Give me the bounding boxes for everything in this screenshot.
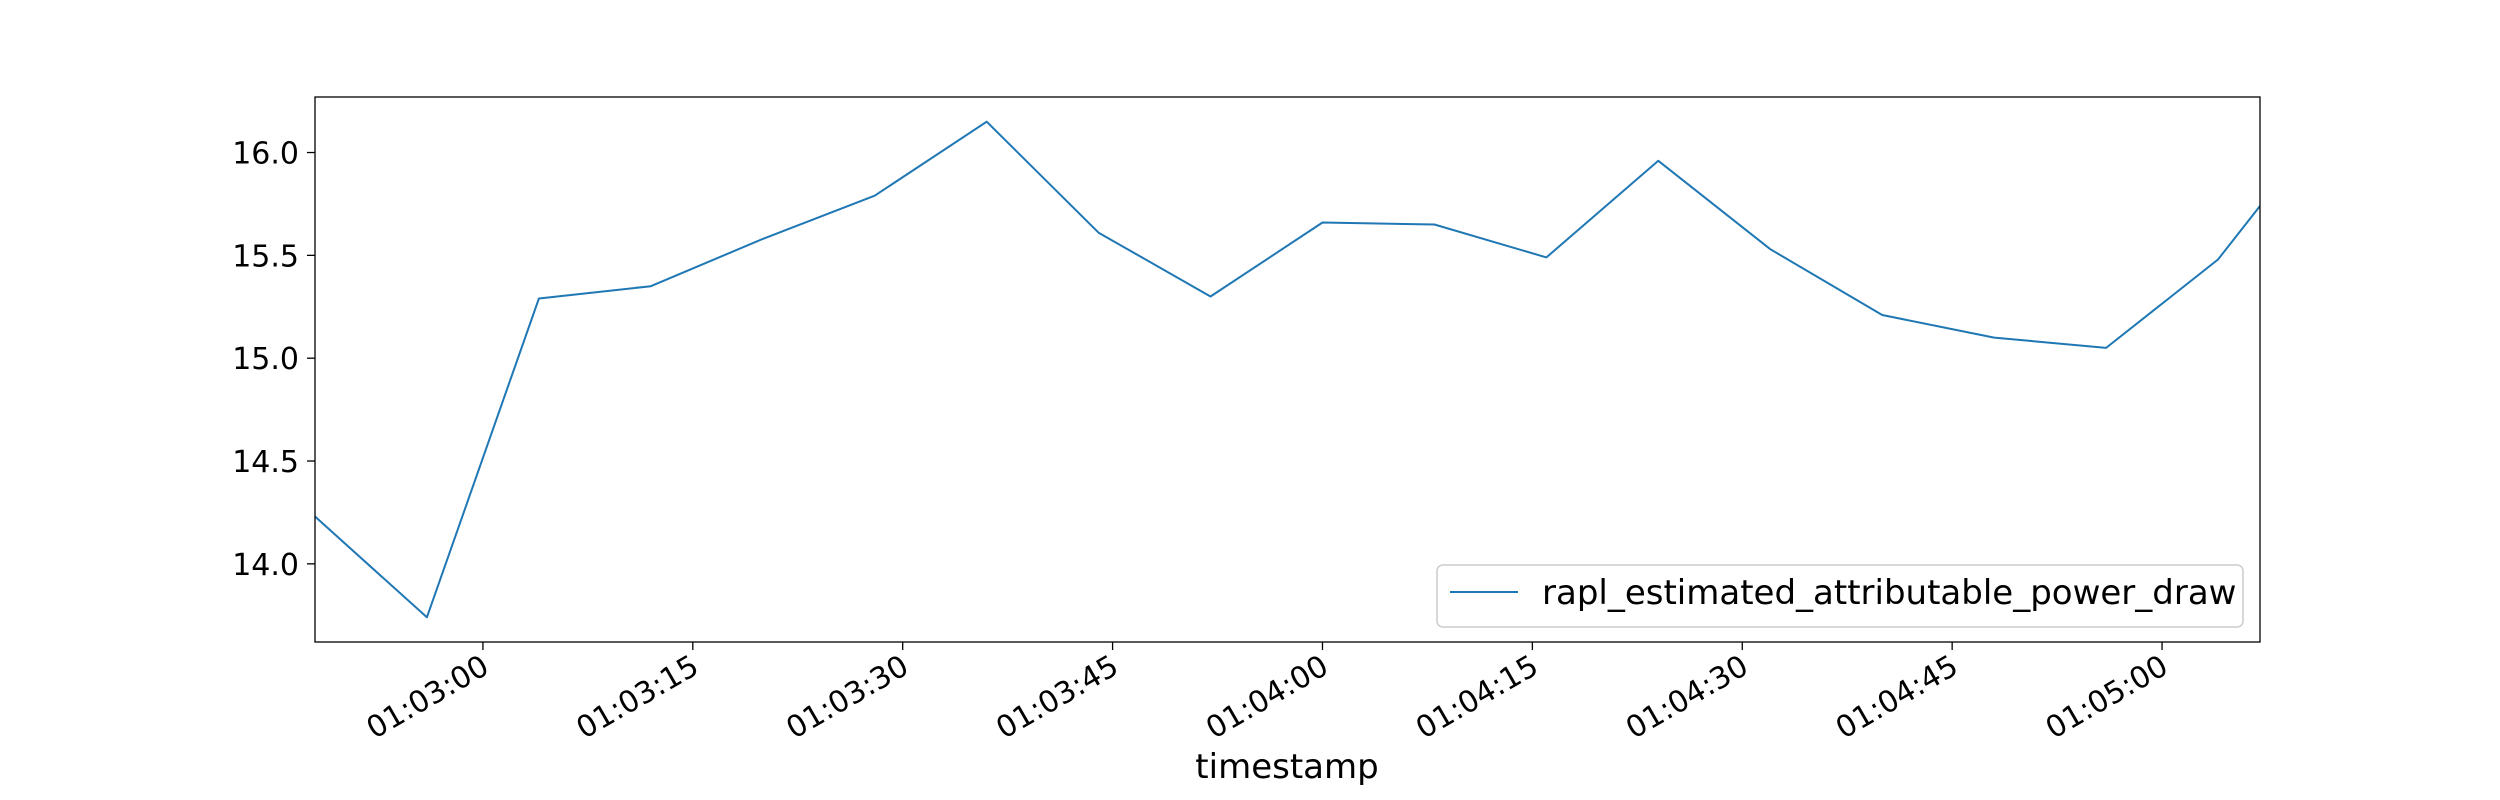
legend-box: [1436, 564, 2244, 628]
series-line-0: [315, 120, 2260, 619]
y-tick-label: 15.5: [232, 239, 299, 274]
x-tick-label: 01:04:45: [1830, 649, 1964, 747]
x-tick-label: 01:05:00: [2040, 649, 2174, 747]
x-tick-label: 01:03:45: [990, 649, 1124, 747]
x-tick-label: 01:04:30: [1620, 649, 1754, 747]
x-axis-label: timestamp: [1195, 747, 1378, 787]
legend-entry: rapl_estimated_attributable_power_draw: [1542, 573, 2237, 613]
y-tick-label: 16.0: [232, 137, 299, 172]
legend: rapl_estimated_attributable_power_draw: [1436, 564, 2244, 628]
x-tick-label: 01:04:00: [1200, 649, 1334, 747]
x-tick-label: 01:03:30: [781, 649, 915, 747]
y-tick-label: 15.0: [232, 342, 299, 377]
x-tick-label: 01:03:00: [361, 649, 495, 747]
x-axis: 01:03:00 01:03:15 01:03:30 01:03:45 01:04:00…: [361, 642, 2174, 746]
y-axis: 14.0 14.5 15.0 15.5 16.0: [232, 137, 315, 583]
x-tick-label: 01:03:15: [571, 649, 705, 747]
x-tick-label: 01:04:15: [1410, 649, 1544, 747]
plot-background: [315, 97, 2260, 642]
y-tick-label: 14.5: [232, 445, 299, 480]
y-tick-label: 14.0: [232, 548, 299, 583]
series-layer: [315, 120, 2260, 619]
plot-frame: [314, 96, 2261, 643]
